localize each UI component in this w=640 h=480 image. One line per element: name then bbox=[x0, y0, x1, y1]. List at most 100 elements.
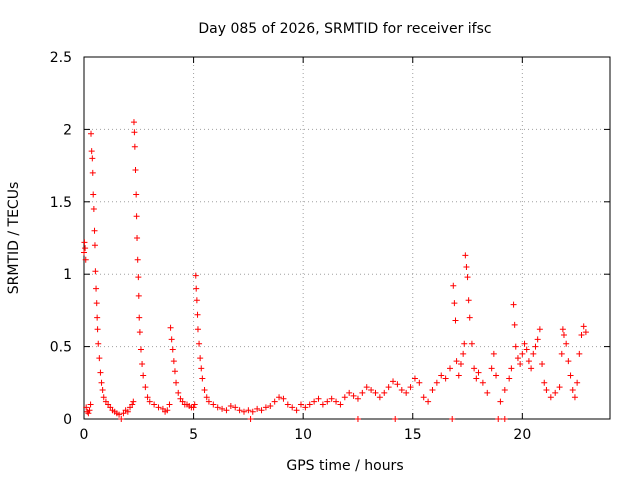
data-point bbox=[137, 346, 144, 353]
data-point bbox=[519, 350, 526, 357]
data-point bbox=[465, 297, 472, 304]
data-point bbox=[240, 408, 247, 415]
data-point bbox=[90, 206, 97, 213]
data-point bbox=[569, 387, 576, 394]
data-point bbox=[506, 375, 513, 382]
data-point bbox=[324, 398, 331, 405]
plot-frame bbox=[83, 56, 611, 420]
x-axis-label: GPS time / hours bbox=[286, 458, 403, 474]
data-point bbox=[219, 405, 226, 412]
data-point bbox=[447, 365, 454, 372]
data-point bbox=[170, 358, 177, 365]
data-point bbox=[214, 404, 221, 411]
data-point bbox=[135, 274, 142, 281]
data-point bbox=[146, 398, 153, 405]
data-point bbox=[191, 401, 198, 408]
data-point bbox=[552, 389, 559, 396]
y-tick-label: 2 bbox=[63, 122, 72, 138]
data-point bbox=[346, 389, 353, 396]
data-point bbox=[169, 346, 176, 353]
data-point bbox=[91, 242, 98, 249]
data-point bbox=[227, 402, 234, 409]
data-point bbox=[118, 416, 125, 422]
data-point bbox=[81, 239, 88, 246]
data-point bbox=[210, 401, 217, 408]
data-point bbox=[574, 379, 581, 386]
data-point bbox=[511, 321, 518, 328]
data-point bbox=[411, 375, 418, 382]
data-point bbox=[93, 300, 100, 307]
data-point bbox=[582, 329, 589, 336]
data-point bbox=[556, 384, 563, 391]
data-point bbox=[381, 389, 388, 396]
data-point bbox=[497, 398, 504, 405]
data-point bbox=[116, 411, 123, 418]
data-point bbox=[510, 301, 517, 308]
data-point bbox=[438, 372, 445, 379]
data-point bbox=[403, 389, 410, 396]
data-point bbox=[479, 379, 486, 386]
data-point bbox=[249, 408, 256, 415]
data-point bbox=[541, 379, 548, 386]
data-point bbox=[135, 292, 142, 299]
data-series-srmtid bbox=[81, 119, 589, 422]
data-point bbox=[578, 332, 585, 339]
data-point bbox=[89, 155, 96, 162]
data-point bbox=[530, 350, 537, 357]
data-point bbox=[164, 407, 171, 414]
data-point bbox=[315, 395, 322, 402]
data-point bbox=[258, 407, 265, 414]
data-point bbox=[457, 360, 464, 367]
data-point bbox=[245, 407, 252, 414]
data-point bbox=[86, 407, 93, 414]
data-point bbox=[464, 274, 471, 281]
data-point bbox=[580, 323, 587, 330]
data-point bbox=[87, 401, 94, 408]
data-point bbox=[82, 245, 89, 252]
data-point bbox=[455, 372, 462, 379]
data-point bbox=[133, 191, 140, 198]
data-point bbox=[376, 394, 383, 401]
data-point bbox=[236, 407, 243, 414]
y-tick-label: 1.5 bbox=[50, 195, 72, 211]
data-point bbox=[398, 387, 405, 394]
data-point bbox=[539, 360, 546, 367]
data-point bbox=[271, 398, 278, 405]
data-point bbox=[193, 285, 200, 292]
data-point bbox=[194, 326, 201, 333]
data-point bbox=[134, 256, 141, 263]
data-point bbox=[198, 365, 205, 372]
data-point bbox=[280, 395, 287, 402]
data-point bbox=[142, 384, 149, 391]
x-tick-label: 20 bbox=[513, 427, 531, 443]
x-tick-labels: 0 5 10 15 20 bbox=[80, 427, 532, 443]
data-point bbox=[83, 404, 90, 411]
data-point bbox=[130, 398, 137, 405]
data-point bbox=[199, 375, 206, 382]
data-point bbox=[168, 336, 175, 343]
data-point bbox=[151, 401, 158, 408]
data-point bbox=[232, 404, 239, 411]
data-point bbox=[136, 329, 143, 336]
data-point bbox=[501, 416, 508, 422]
y-tick-label: 2.5 bbox=[50, 50, 72, 66]
data-point bbox=[368, 387, 375, 394]
data-point bbox=[88, 130, 95, 137]
data-point bbox=[354, 416, 361, 422]
data-point bbox=[558, 350, 565, 357]
data-point bbox=[100, 394, 107, 401]
data-point bbox=[523, 346, 530, 353]
data-point bbox=[167, 324, 174, 331]
data-point bbox=[155, 404, 162, 411]
data-point bbox=[297, 401, 304, 408]
data-point bbox=[473, 375, 480, 382]
data-point bbox=[140, 372, 147, 379]
data-point bbox=[90, 191, 97, 198]
data-point bbox=[89, 169, 96, 176]
data-point bbox=[433, 379, 440, 386]
data-point bbox=[97, 369, 104, 376]
data-point bbox=[289, 404, 296, 411]
data-point bbox=[521, 340, 528, 347]
data-point bbox=[547, 394, 554, 401]
x-tick-label: 5 bbox=[189, 427, 198, 443]
